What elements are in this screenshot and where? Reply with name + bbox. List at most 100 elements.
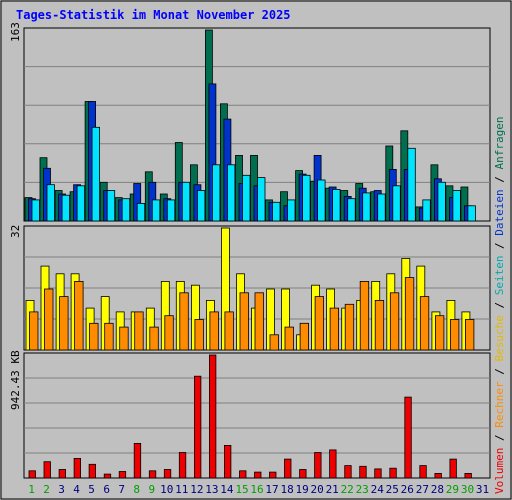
bar-rechner-day-11 — [179, 292, 189, 351]
bar-seiten-day-1 — [31, 199, 40, 222]
bar-volumen-day-4 — [73, 457, 81, 479]
requests-files-pages-panel — [23, 27, 491, 222]
bar-seiten-day-21 — [332, 188, 341, 222]
legend-separator: / — [493, 242, 506, 255]
day-label-14: 14 — [220, 483, 234, 496]
bar-rechner-day-26 — [404, 277, 415, 351]
bar-volumen-day-24 — [374, 468, 382, 479]
day-label-20: 20 — [310, 483, 323, 496]
bar-seiten-day-11 — [181, 181, 191, 222]
series-legend: Volumen / Rechner / Besuche / Seiten / D… — [493, 116, 506, 494]
bar-seiten-day-25 — [392, 185, 401, 222]
bar-seiten-day-2 — [46, 184, 55, 222]
bar-volumen-day-17 — [269, 471, 277, 479]
bar-rechner-day-7 — [119, 326, 129, 351]
bar-volumen-day-29 — [449, 458, 457, 479]
bar-seiten-day-8 — [136, 202, 146, 222]
bar-volumen-day-8 — [133, 442, 142, 479]
bar-rechner-day-20 — [314, 296, 325, 351]
chart-title: Tages-Statistik im Monat November 2025 — [16, 8, 291, 22]
day-label-1: 1 — [28, 483, 35, 496]
bar-rechner-day-25 — [389, 292, 400, 351]
panel-3-max-label: 942.43 KB — [9, 350, 22, 410]
volume-panel — [23, 352, 491, 479]
bar-volumen-day-15 — [239, 470, 247, 479]
day-label-13: 13 — [205, 483, 218, 496]
bar-seiten-day-22 — [347, 198, 356, 222]
day-label-23: 23 — [356, 483, 369, 496]
bar-rechner-day-4 — [74, 280, 84, 351]
day-label-6: 6 — [103, 483, 110, 496]
bar-seiten-day-20 — [317, 179, 326, 222]
bar-seiten-day-27 — [422, 199, 431, 222]
bar-volumen-day-2 — [43, 461, 51, 479]
legend-separator: / — [493, 302, 506, 315]
bar-seiten-day-24 — [377, 193, 386, 222]
bar-seiten-day-6 — [106, 190, 116, 222]
day-label-15: 15 — [235, 483, 248, 496]
bar-seiten-day-26 — [407, 147, 416, 222]
bar-seiten-day-16 — [257, 177, 266, 222]
bar-seiten-day-15 — [242, 174, 251, 222]
day-label-17: 17 — [265, 483, 278, 496]
bar-rechner-day-18 — [284, 326, 294, 351]
bar-seiten-day-17 — [272, 201, 281, 222]
day-label-30: 30 — [461, 483, 474, 496]
legend-seiten: Seiten — [493, 256, 506, 302]
bar-volumen-day-25 — [389, 467, 397, 479]
day-label-21: 21 — [326, 483, 339, 496]
bar-volumen-day-18 — [284, 458, 292, 479]
bar-volumen-day-21 — [329, 449, 337, 479]
bar-volumen-day-9 — [148, 470, 157, 479]
bar-volumen-day-16 — [254, 471, 262, 479]
bar-seiten-day-13 — [211, 164, 221, 222]
bar-rechner-day-30 — [464, 319, 475, 351]
legend-rechner: Rechner — [493, 381, 506, 434]
day-label-3: 3 — [58, 483, 65, 496]
bar-rechner-day-12 — [194, 319, 204, 351]
bar-seiten-day-14 — [226, 164, 236, 222]
legend-volumen: Volumen — [493, 448, 506, 494]
bar-seiten-day-28 — [437, 181, 446, 222]
day-label-28: 28 — [431, 483, 444, 496]
day-label-18: 18 — [280, 483, 293, 496]
bar-seiten-day-10 — [166, 199, 176, 222]
bar-volumen-day-1 — [28, 470, 36, 479]
day-label-8: 8 — [133, 483, 140, 496]
bar-volumen-day-26 — [404, 396, 412, 479]
bar-volumen-day-6 — [103, 473, 112, 479]
bar-volumen-day-30 — [464, 472, 472, 479]
panel-1-max-label: 163 — [9, 22, 22, 42]
bar-rechner-day-5 — [89, 322, 99, 351]
bar-seiten-day-5 — [91, 126, 100, 222]
bar-seiten-day-23 — [362, 192, 371, 222]
legend-separator: / — [493, 176, 506, 189]
day-label-22: 22 — [341, 483, 354, 496]
day-label-10: 10 — [160, 483, 173, 496]
day-label-4: 4 — [73, 483, 80, 496]
bar-rechner-day-23 — [359, 280, 370, 351]
legend-besuche: Besuche — [493, 315, 506, 368]
plot-area-3 — [23, 352, 491, 479]
bar-seiten-day-3 — [61, 194, 70, 222]
bar-rechner-day-24 — [374, 299, 385, 351]
bar-rechner-day-13 — [209, 311, 219, 351]
bar-volumen-day-3 — [58, 469, 66, 479]
bar-volumen-day-14 — [223, 444, 232, 479]
legend-separator: / — [493, 368, 506, 381]
day-label-25: 25 — [386, 483, 399, 496]
day-label-9: 9 — [148, 483, 155, 496]
bar-rechner-day-10 — [164, 315, 174, 351]
bar-seiten-day-9 — [151, 199, 161, 222]
bar-seiten-day-29 — [452, 190, 461, 222]
bar-volumen-day-22 — [344, 465, 352, 479]
day-label-12: 12 — [190, 483, 203, 496]
bar-rechner-day-15 — [239, 292, 249, 351]
day-label-16: 16 — [250, 483, 263, 496]
bar-rechner-day-6 — [104, 322, 114, 351]
bar-rechner-day-19 — [299, 322, 310, 351]
bar-rechner-day-2 — [44, 288, 54, 351]
bar-volumen-day-23 — [359, 465, 367, 479]
visits-hosts-panel — [23, 225, 491, 351]
